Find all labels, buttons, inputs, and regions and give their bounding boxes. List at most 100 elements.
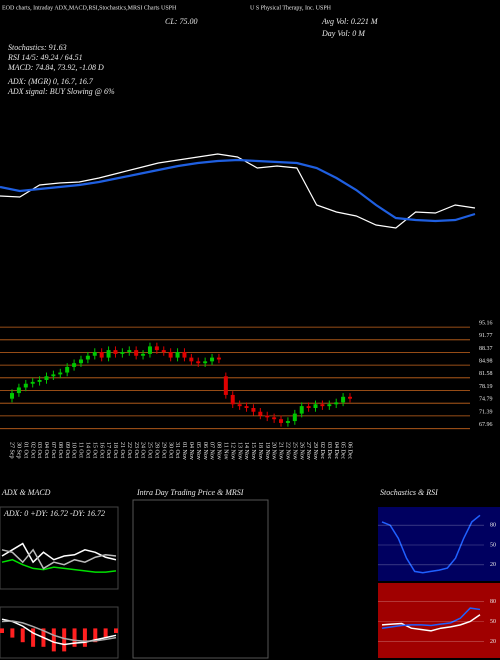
macd-hist	[20, 628, 25, 643]
x-tick-label: 25 Oct	[147, 442, 153, 458]
macd-hist	[72, 628, 77, 647]
candle-body	[168, 352, 173, 358]
close: CL: 75.00	[165, 17, 197, 26]
y-tick-label: 88.37	[479, 346, 493, 352]
line-series	[1, 620, 117, 643]
intraday-panel	[132, 499, 269, 659]
intraday-title: Intra Day Trading Price & MRSI	[136, 488, 244, 497]
candle-body	[113, 350, 118, 354]
x-tick-label: 23 Oct	[133, 442, 139, 458]
x-tick-label: 11 Nov	[222, 442, 228, 460]
x-tick-label: 06 Nov	[202, 442, 208, 460]
avg-vol: Avg Vol: 0.221 M	[321, 17, 379, 26]
macd-hist	[103, 628, 108, 638]
x-tick-label: 14 Nov	[243, 442, 249, 460]
line-series	[1, 548, 117, 570]
y-tick-label: 67.96	[479, 422, 493, 428]
x-tick-label: 12 Nov	[229, 442, 235, 460]
x-tick-label: 17 Oct	[105, 442, 111, 458]
stoch-panel	[378, 507, 500, 581]
y-tick-label: 20	[490, 562, 496, 568]
candle-body	[141, 353, 146, 356]
x-tick-label: 27 Nov	[305, 442, 311, 460]
candle-body	[258, 411, 263, 416]
x-tick-label: 21 Oct	[119, 442, 125, 458]
candle-body	[99, 352, 104, 358]
x-tick-label: 03 Oct	[36, 442, 42, 458]
line-series	[381, 607, 481, 629]
candle-body	[299, 406, 304, 414]
x-tick-label: 04 Dec	[333, 442, 339, 459]
x-tick-label: 22 Nov	[285, 442, 291, 460]
candle-body	[189, 357, 194, 362]
x-tick-label: 16 Oct	[98, 442, 104, 458]
candle-body	[44, 376, 49, 380]
y-tick-label: 74.79	[479, 397, 493, 403]
macd-hist	[0, 628, 4, 633]
candle-body	[147, 346, 152, 354]
y-tick-label: 91.77	[479, 333, 493, 339]
adx-signal: ADX signal: BUY Slowing @ 6%	[7, 87, 115, 96]
x-tick-label: 01 Oct	[22, 442, 28, 458]
y-tick-label: 95.16	[479, 321, 493, 327]
x-tick-label: 04 Nov	[188, 442, 194, 460]
candle-body	[230, 394, 235, 405]
macd-hist	[114, 628, 118, 633]
y-tick-label: 20	[490, 639, 496, 645]
panel-title: Stochastics & RSI	[380, 488, 438, 497]
candle-body	[237, 404, 242, 407]
y-tick-label: 78.19	[479, 384, 493, 390]
line-series	[0, 158, 476, 223]
macd-hist	[93, 628, 98, 643]
candle-body	[251, 408, 256, 412]
candle-body	[272, 417, 277, 420]
x-tick-label: 22 Oct	[126, 442, 132, 458]
x-tick-label: 29 Oct	[160, 442, 166, 458]
candle-body	[285, 421, 290, 423]
x-tick-label: 19 Nov	[264, 442, 270, 460]
candle-body	[313, 404, 318, 408]
candle-body	[65, 366, 70, 373]
x-tick-label: 10 Oct	[71, 442, 77, 458]
x-tick-label: 18 Oct	[112, 442, 118, 458]
candle-body	[37, 380, 42, 382]
line-series	[0, 153, 476, 229]
candle-body	[10, 393, 14, 399]
x-tick-label: 28 Oct	[153, 442, 159, 458]
macd-hist	[10, 628, 15, 638]
y-tick-label: 80	[490, 599, 496, 605]
panel-annotation: ADX: 0 +DY: 16.72 -DY: 16.72	[3, 509, 105, 518]
candle-body	[210, 357, 215, 362]
line-series	[381, 514, 481, 574]
candle-body	[85, 355, 90, 360]
x-tick-label: 25 Nov	[291, 442, 297, 460]
candle-body	[120, 352, 125, 354]
x-tick-label: 13 Nov	[236, 442, 242, 460]
x-tick-label: 15 Nov	[250, 442, 256, 460]
candle-body	[320, 404, 325, 407]
x-tick-label: 06 Dec	[347, 442, 353, 459]
candle-body	[196, 361, 201, 364]
x-tick-label: 15 Oct	[91, 442, 97, 458]
y-tick-label: 84.98	[479, 359, 493, 365]
candle-body	[16, 387, 21, 394]
x-tick-label: 26 Nov	[298, 442, 304, 460]
y-tick-label: 71.39	[479, 409, 493, 415]
rsi-text: RSI 14/5: 49.24 / 64.51	[7, 53, 83, 62]
candle-body	[92, 352, 97, 356]
x-tick-label: 18 Nov	[257, 442, 263, 460]
candle-body	[161, 350, 166, 352]
y-tick-label: 81.58	[479, 371, 493, 377]
x-tick-label: 02 Dec	[319, 442, 325, 459]
line-series	[381, 614, 481, 632]
candle-body	[348, 396, 352, 399]
candle-body	[58, 372, 63, 375]
x-tick-label: 20 Nov	[271, 442, 277, 460]
macd-hist	[51, 628, 56, 652]
y-tick-label: 50	[490, 619, 496, 625]
candle-body	[134, 350, 139, 356]
macd-hist	[31, 628, 36, 647]
panel-title: ADX & MACD	[1, 488, 51, 497]
candle-body	[334, 402, 339, 405]
